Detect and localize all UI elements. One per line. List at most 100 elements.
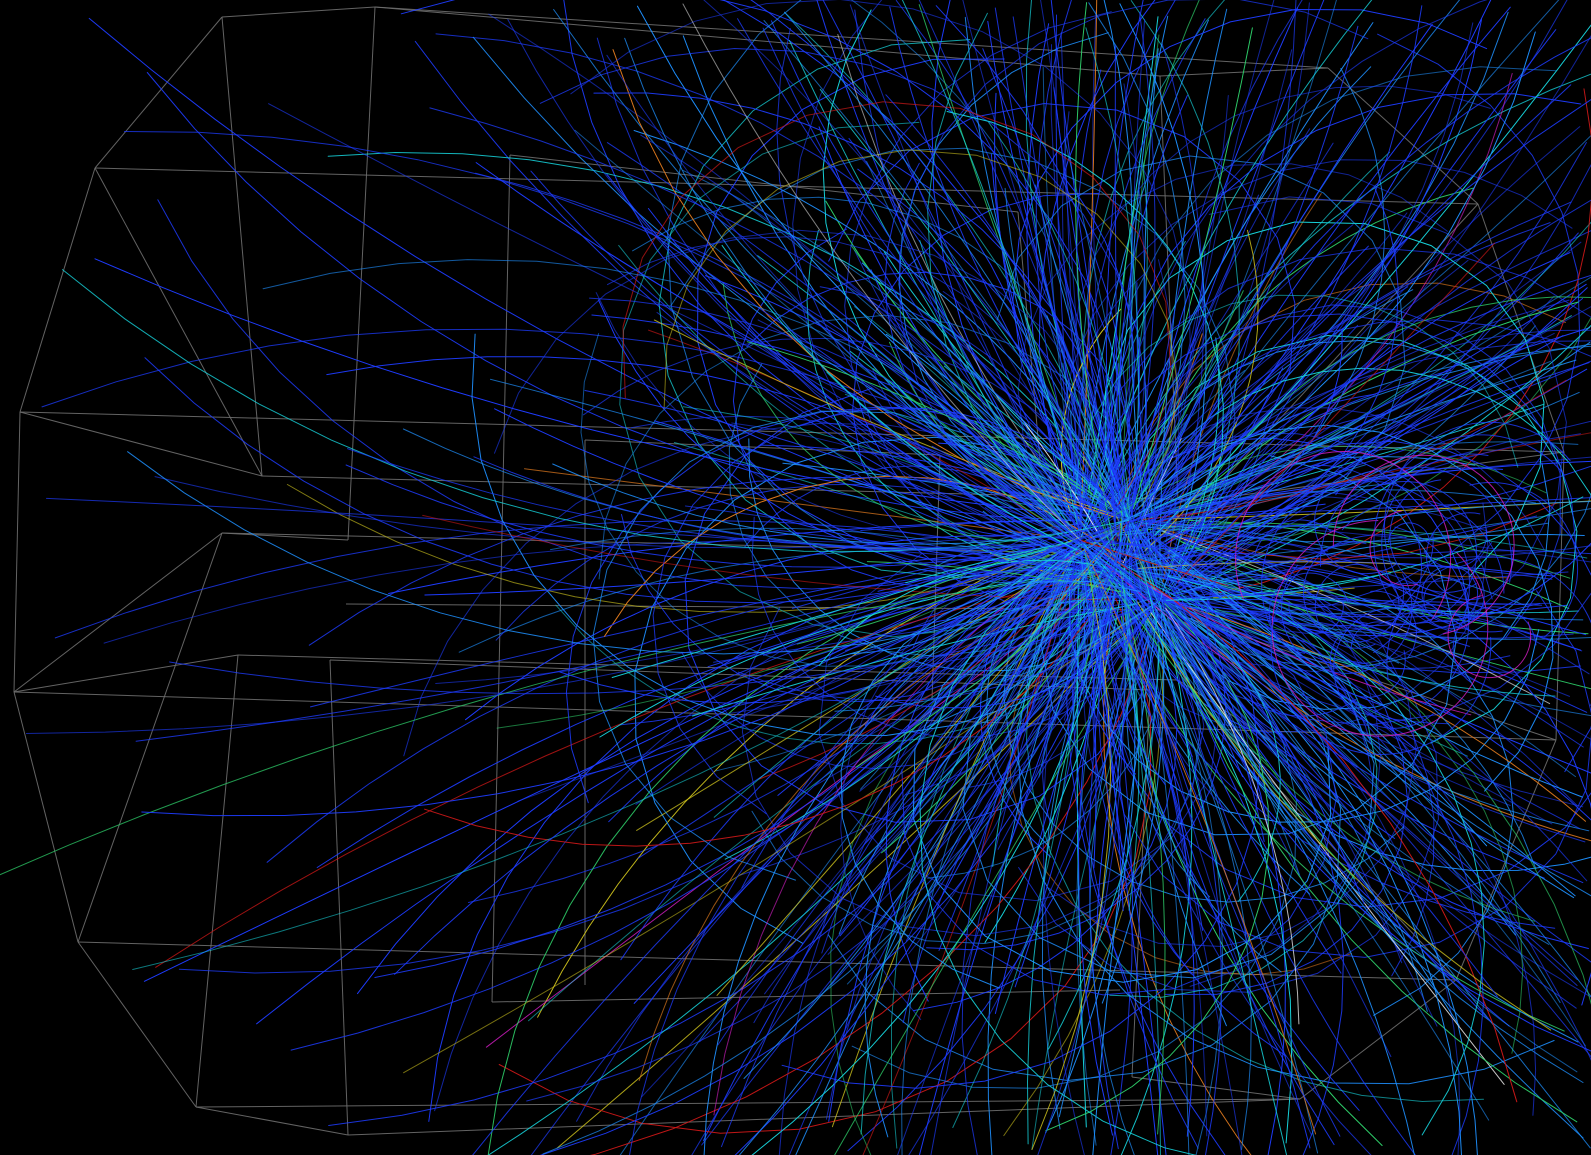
particle-track (1179, 636, 1584, 1139)
particle-track (904, 612, 1107, 796)
particle-track (132, 552, 1084, 970)
particle-track (422, 514, 1111, 601)
particle-track (1132, 543, 1312, 1136)
particle-track (1111, 445, 1547, 518)
particle-track (776, 28, 1062, 535)
particle-track (1087, 540, 1587, 636)
particle-track (1141, 565, 1288, 1155)
particle-track (1060, 32, 1079, 492)
particle-track (1108, 578, 1356, 880)
particle-track (789, 531, 1114, 669)
particle-track (656, 312, 1110, 579)
particle-track (1169, 549, 1488, 847)
particle-track (584, 390, 1145, 592)
particle-track (1167, 638, 1591, 872)
particle-track (877, 548, 1047, 592)
particle-track (559, 543, 1111, 704)
particle-track (1135, 570, 1537, 870)
particle-track (1138, 95, 1229, 521)
looping-track (1421, 565, 1479, 623)
particle-track (806, 292, 1053, 512)
particle-track (1134, 343, 1591, 517)
particle-track (403, 607, 1150, 1074)
particle-track (487, 606, 1092, 1155)
particle-track (713, 556, 1056, 818)
particle-track (624, 37, 1136, 591)
particle-track (682, 406, 1132, 580)
particle-track (1131, 37, 1591, 538)
detector-wireframe (13, 6, 1565, 1136)
particle-track (1142, 522, 1549, 543)
particle-track (1078, 247, 1591, 528)
particle-track (840, 542, 1066, 1021)
particle-track (1120, 34, 1160, 546)
particle-track (472, 545, 1096, 1155)
particle-track (701, 629, 1133, 1146)
particle-track (1042, 580, 1085, 1155)
particle-track (866, 160, 1080, 540)
particle-track (468, 581, 1044, 903)
particle-track (1079, 539, 1229, 586)
particle-track (942, 291, 1110, 522)
particle-track (1069, 561, 1136, 775)
particle-track (732, 228, 1031, 589)
particle-track (781, 534, 1261, 1089)
wireframe-edge (13, 532, 223, 693)
particle-track (1210, 324, 1591, 581)
particle-track (1130, 523, 1287, 747)
looping-track (1254, 519, 1332, 555)
particle-track (884, 552, 1155, 601)
particle-track (1164, 547, 1591, 998)
particle-track (1133, 27, 1253, 510)
particle-track (922, 569, 1088, 573)
particle-track (819, 286, 1120, 566)
particle-track (374, 546, 1076, 978)
particle-track (458, 549, 1088, 653)
particle-track (494, 408, 1087, 570)
particle-track (598, 299, 1081, 579)
particle-track (901, 543, 1110, 1155)
particle-track (1130, 0, 1240, 555)
particle-track (1094, 576, 1196, 827)
looping-track (1369, 510, 1418, 587)
particle-track (898, 32, 1130, 521)
looping-track (1235, 451, 1452, 621)
particle-track (1104, 565, 1415, 1155)
particle-track (1128, 569, 1556, 697)
particle-track (394, 581, 1075, 975)
wireframe-edge (94, 16, 223, 169)
particle-track (1107, 66, 1557, 575)
wireframe-edge (77, 532, 223, 943)
particle-track (1034, 184, 1121, 491)
particle-track (552, 463, 1077, 545)
particle-track (1125, 23, 1433, 557)
particle-track (1037, 579, 1125, 1155)
particle-track (860, 520, 1072, 531)
particle-track (822, 9, 1078, 509)
particle-track (1160, 467, 1504, 599)
particle-track (1157, 332, 1555, 511)
particle-track (606, 142, 1095, 545)
looping-track (1394, 526, 1470, 705)
particle-track (784, 11, 1147, 561)
particle-track (1072, 85, 1491, 493)
looping-track (1281, 564, 1413, 674)
particle-track (751, 516, 1150, 738)
particle-track (1158, 186, 1399, 566)
particle-track (738, 567, 1072, 1155)
wireframe-edge (13, 411, 21, 693)
particle-track (1161, 0, 1275, 578)
particle-track (1158, 259, 1180, 579)
particle-track (1121, 599, 1227, 1027)
wireframe-edge (195, 1106, 349, 1136)
particle-track (684, 387, 1162, 823)
particle-track (759, 444, 1111, 513)
particle-track (1110, 441, 1579, 527)
particle-track (1154, 24, 1591, 536)
particle-track (1129, 568, 1435, 977)
particle-track (788, 576, 1116, 1155)
wireframe-edge (221, 6, 376, 18)
